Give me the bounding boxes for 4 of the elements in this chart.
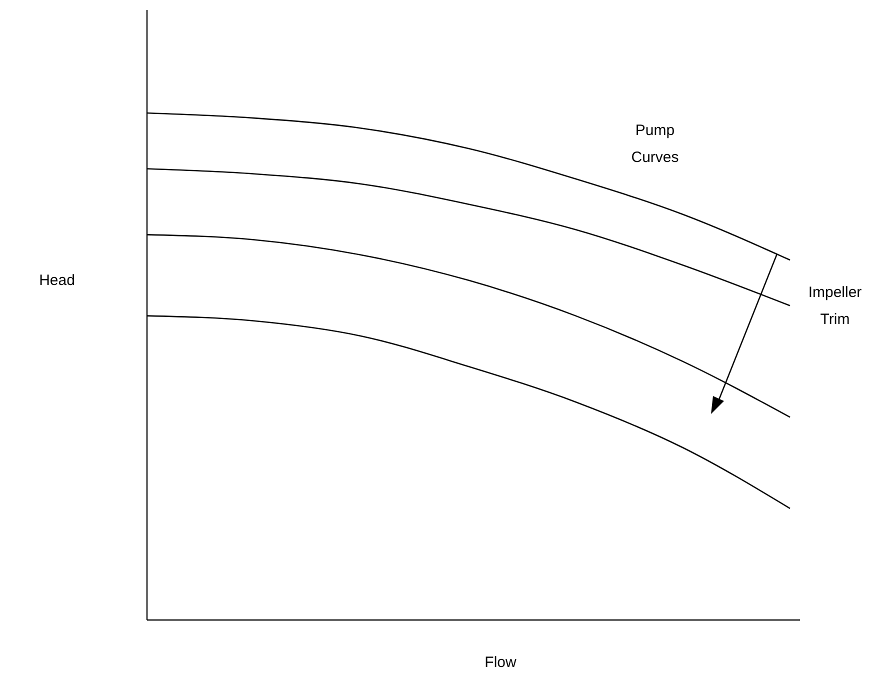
x-axis-title: Flow [484, 654, 516, 671]
annotation: Pump Curves [631, 122, 679, 166]
y-axis-title: Head [39, 272, 75, 289]
text: Impeller Trim [808, 284, 862, 328]
